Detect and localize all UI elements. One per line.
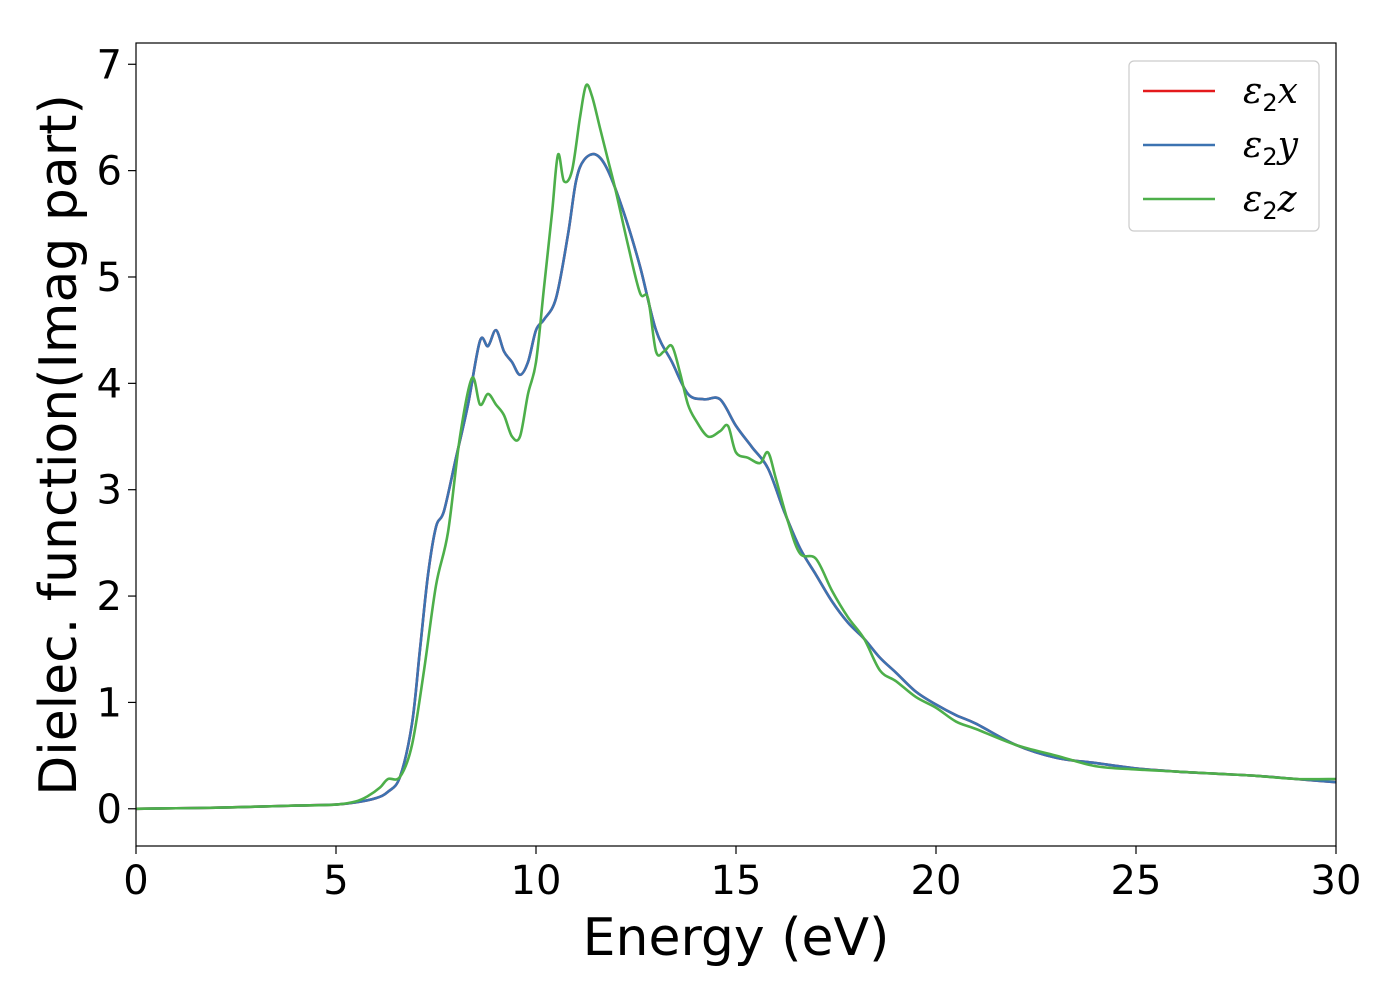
x-tick-label: 30 xyxy=(1311,858,1362,904)
y-tick-label: 5 xyxy=(97,255,122,301)
y-tick-label: 7 xyxy=(97,42,122,88)
x-tick-label: 25 xyxy=(1111,858,1162,904)
x-tick-label: 15 xyxy=(711,858,762,904)
legend-label: ε2y xyxy=(1243,125,1299,171)
series-line-2y xyxy=(135,152,1337,811)
legend-label: ε2z xyxy=(1243,179,1298,225)
series-layer xyxy=(135,83,1337,811)
y-tick-label: 6 xyxy=(97,149,122,195)
series-line-2z xyxy=(135,83,1337,811)
y-axis-label: Dielec. function(Imag part) xyxy=(29,94,89,796)
x-tick-label: 20 xyxy=(911,858,962,904)
legend-label: ε2x xyxy=(1243,71,1298,117)
x-tick-label: 5 xyxy=(323,858,348,904)
x-tick-label: 0 xyxy=(123,858,148,904)
x-axis-label: Energy (eV) xyxy=(583,908,890,968)
legend: ε2x ε2y ε2z xyxy=(1128,60,1320,232)
y-tick-label: 2 xyxy=(97,574,122,620)
y-tick-label: 4 xyxy=(97,361,122,407)
y-tick-label: 0 xyxy=(97,787,122,833)
x-tick-label: 10 xyxy=(511,858,562,904)
x-axis: 0 5 10 15 20 25 30 xyxy=(123,846,1361,904)
y-tick-label: 1 xyxy=(97,680,122,726)
y-axis: 0 1 2 3 4 5 6 7 xyxy=(97,42,136,833)
y-tick-label: 3 xyxy=(97,468,122,514)
legend-box xyxy=(1128,60,1320,232)
